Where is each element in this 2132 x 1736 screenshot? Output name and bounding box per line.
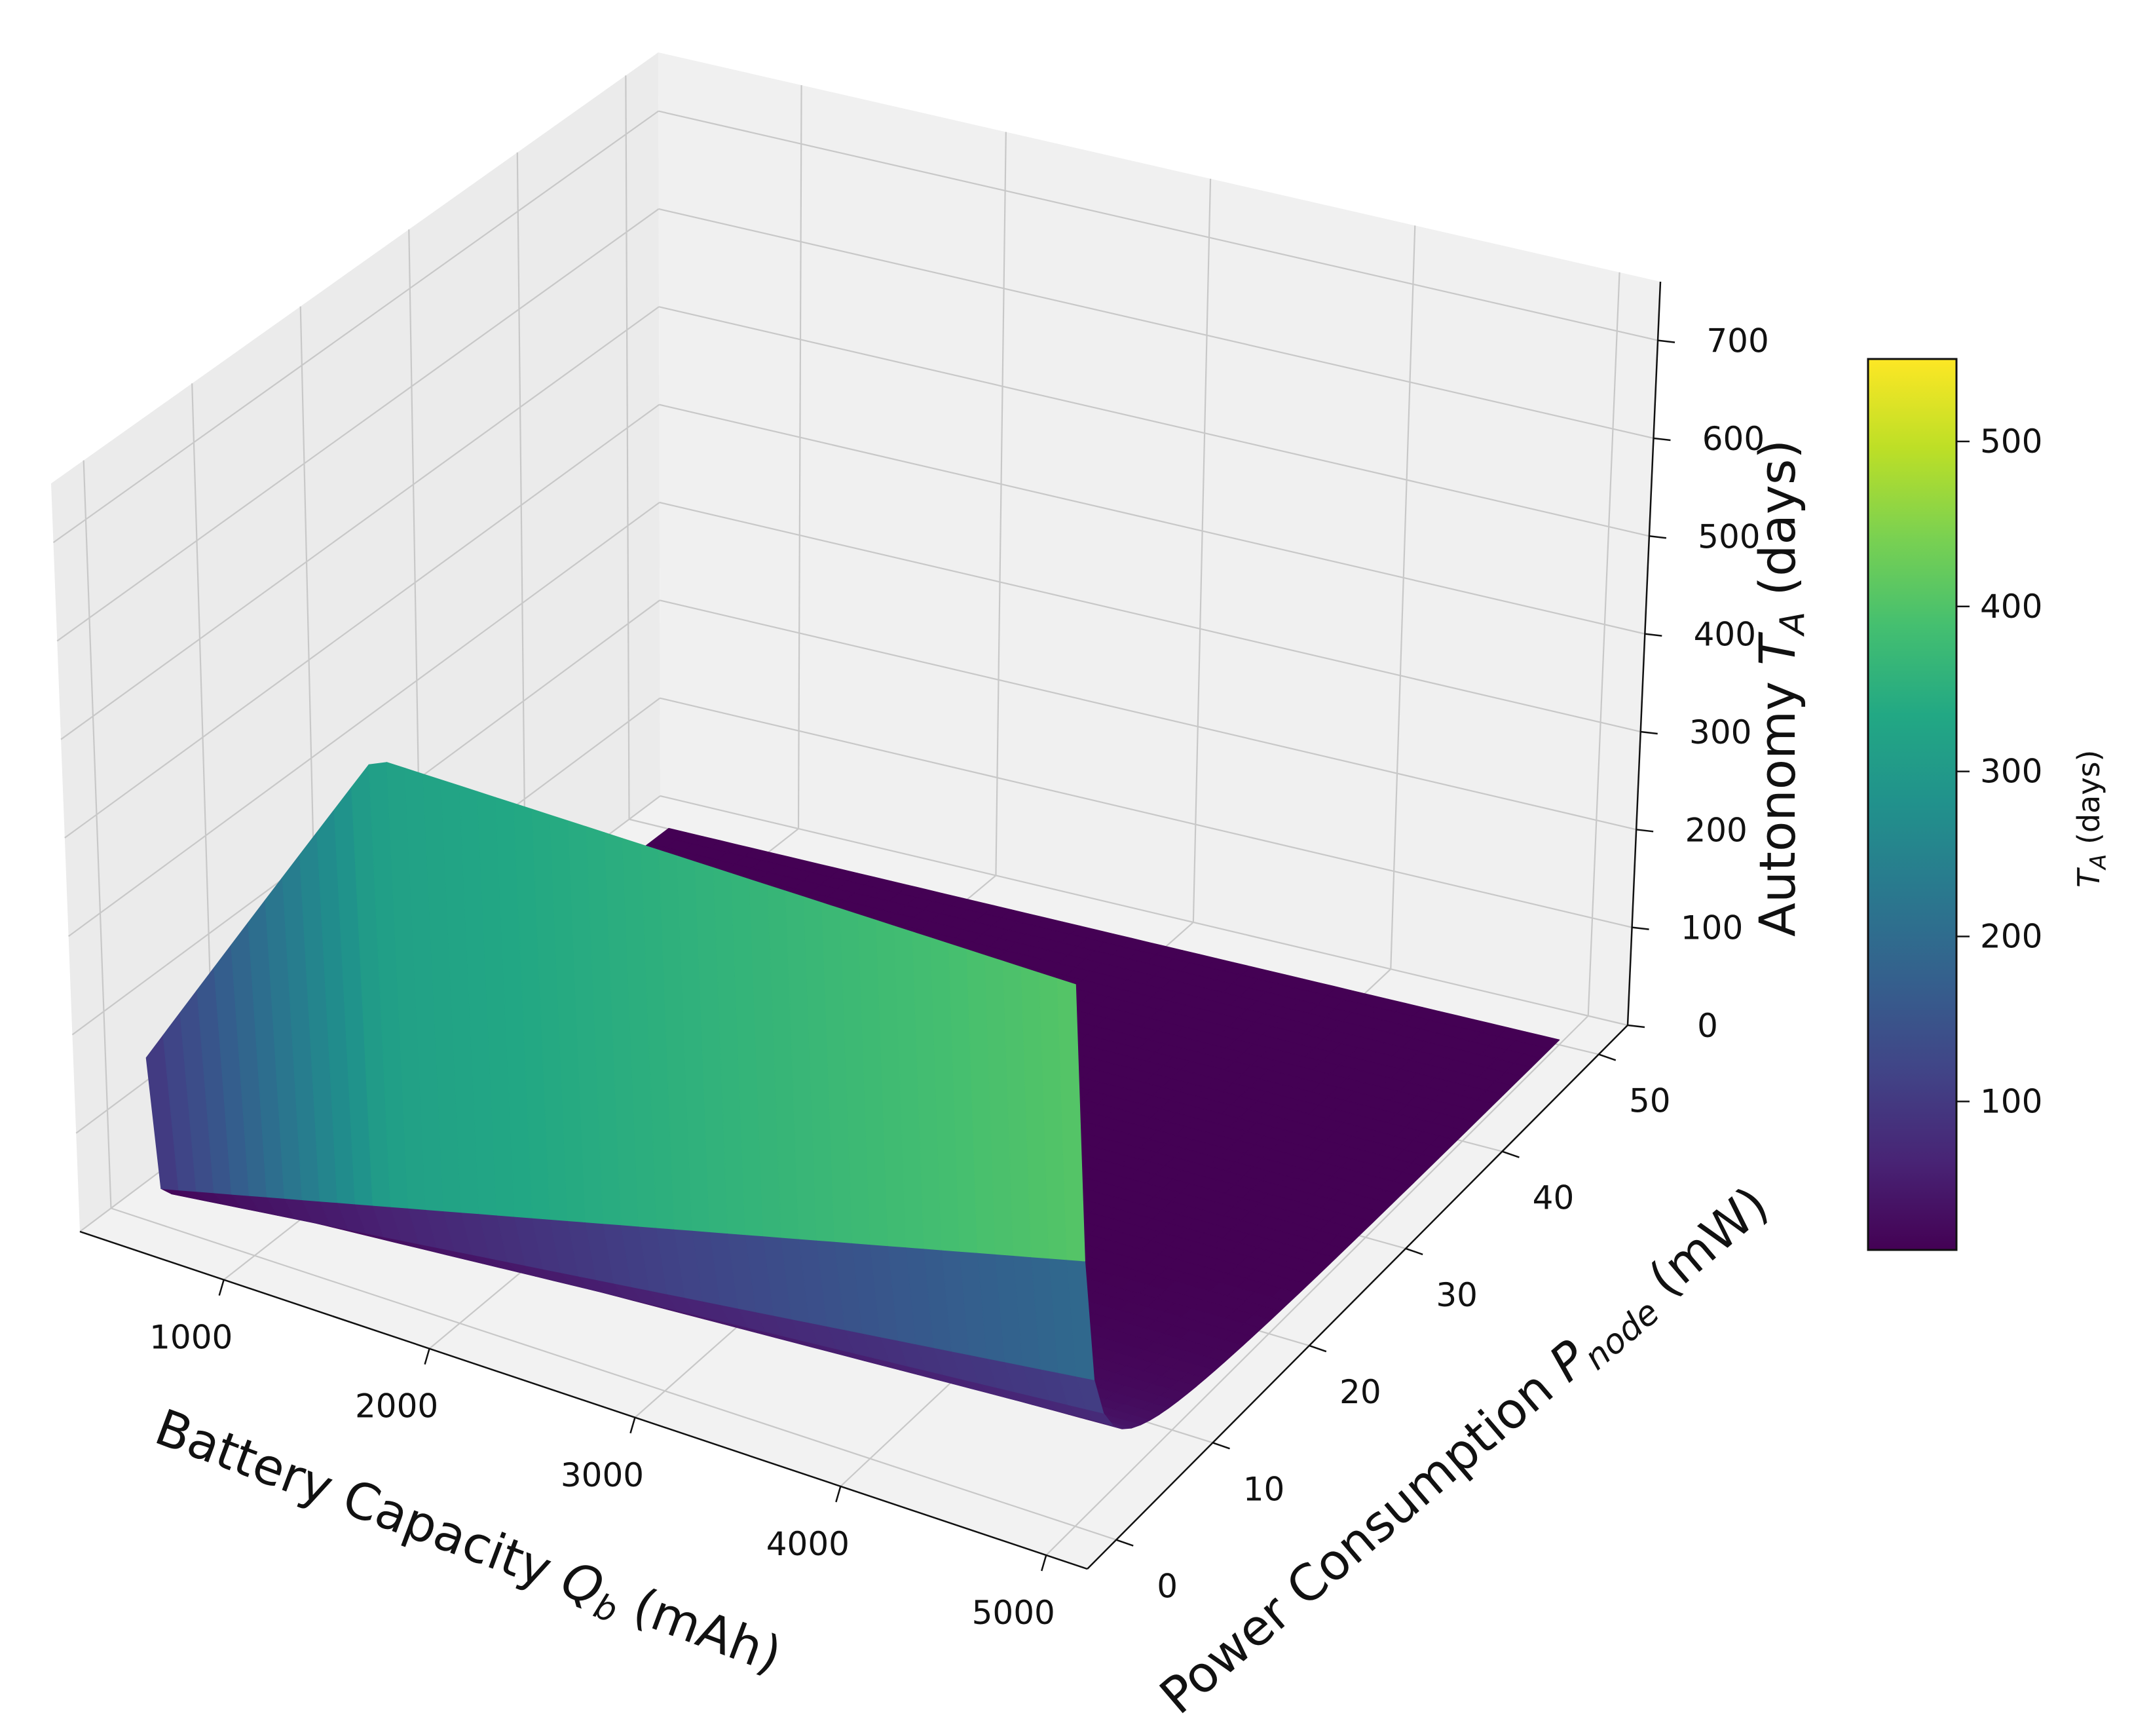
surface-patch-2703 — [1057, 978, 1085, 1262]
colorbar-tick-label-1: 200 — [1980, 917, 2042, 955]
surface-plot — [145, 762, 1560, 1429]
left-gridline-y-5 — [625, 75, 630, 820]
left-gridline-z-6 — [56, 208, 660, 642]
colorbar-tick-label-0: 100 — [1980, 1082, 2042, 1120]
floor-gridline-x-4 — [1045, 1015, 1589, 1556]
y-tick-mark-4 — [1502, 1150, 1520, 1158]
x-tick-mark-4 — [1041, 1555, 1047, 1572]
x-tick-label-4: 5000 — [972, 1594, 1055, 1632]
y-tick-label-1: 10 — [1243, 1470, 1285, 1508]
z-tick-mark-6 — [1653, 437, 1671, 442]
z-tick-label-6: 600 — [1702, 420, 1765, 458]
left-gridline-z-7 — [52, 110, 659, 544]
left-gridline-z-4 — [64, 404, 660, 839]
z-tick-label-7: 700 — [1706, 322, 1768, 360]
y-tick-mark-5 — [1598, 1053, 1617, 1061]
z-tick-mark-0 — [1627, 1024, 1645, 1028]
back-gridline-x-0 — [797, 85, 802, 829]
y-axis-label-unit: (mW) — [1626, 1175, 1780, 1318]
z-tick-label-0: 0 — [1697, 1007, 1718, 1045]
z-tick-mark-1 — [1632, 926, 1649, 930]
tick-labels: 1000200030004000500001020304050010020030… — [149, 322, 1769, 1632]
z-axis-label-sub: A — [1773, 612, 1812, 637]
z-tick-mark-5 — [1649, 535, 1667, 539]
back-gridline-z-4 — [659, 404, 1645, 635]
z-axis-label-main: Autonomy — [1748, 666, 1806, 937]
back-gridline-x-4 — [1587, 272, 1620, 1016]
x-tick-mark-3 — [835, 1486, 842, 1503]
colorbar-label-symbol: T — [2071, 867, 2106, 888]
axis-lines — [79, 281, 1662, 1570]
z-tick-label-1: 100 — [1681, 909, 1743, 947]
colorbar-tick-label-4: 500 — [1980, 423, 2042, 461]
back-gridline-z-5 — [658, 306, 1650, 537]
x-tick-mark-0 — [218, 1279, 225, 1296]
left-gridline-y-4 — [516, 152, 527, 897]
z-axis-line — [1626, 281, 1662, 1026]
colorbar-gradient — [1867, 358, 1958, 1251]
z-tick-mark-4 — [1645, 633, 1662, 637]
back-wall-pane — [658, 52, 1660, 1025]
back-gridline-x-1 — [995, 132, 1007, 876]
y-tick-mark-1 — [1212, 1442, 1230, 1450]
x-axis-label-main: Battery Capacity — [148, 1397, 574, 1604]
y-tick-label-3: 30 — [1436, 1276, 1478, 1314]
y-tick-mark-0 — [1115, 1539, 1134, 1547]
back-gridline-z-1 — [660, 697, 1632, 928]
x-axis-line — [79, 1230, 1088, 1570]
colorbar-tick-label-2: 300 — [1980, 753, 2042, 791]
back-gridline-z-6 — [658, 208, 1654, 440]
z-tick-label-2: 200 — [1685, 811, 1747, 849]
colorbar-label-sub: A — [2085, 854, 2112, 871]
y-tick-label-0: 0 — [1157, 1568, 1178, 1606]
back-gridline-z-2 — [659, 599, 1637, 831]
left-wall-pane — [51, 52, 660, 1232]
back-gridline-x-3 — [1390, 225, 1416, 970]
x-tick-mark-2 — [629, 1417, 636, 1434]
x-tick-mark-1 — [424, 1348, 430, 1365]
colorbar-tick-label-3: 400 — [1980, 588, 2042, 626]
z-axis-label-symbol: T — [1748, 632, 1806, 666]
x-tick-label-2: 3000 — [561, 1456, 644, 1494]
colorbar-label: TA (days) — [2071, 750, 2112, 888]
colorbar-label-unit: (days) — [2071, 750, 2106, 854]
y-tick-mark-3 — [1405, 1247, 1423, 1256]
back-gridline-z-0 — [660, 795, 1628, 1027]
x-tick-label-1: 2000 — [355, 1387, 438, 1425]
z-axis-label-unit: (days) — [1748, 440, 1806, 612]
x-tick-label-0: 1000 — [149, 1319, 233, 1357]
y-tick-mark-2 — [1309, 1344, 1327, 1353]
z-tick-mark-3 — [1640, 730, 1658, 735]
y-tick-label-4: 40 — [1533, 1179, 1575, 1217]
back-gridline-x-2 — [1192, 178, 1212, 922]
z-tick-label-5: 500 — [1698, 518, 1760, 556]
z-axis-label: Autonomy TA (days) — [1748, 440, 1812, 937]
y-tick-label-5: 50 — [1629, 1082, 1671, 1120]
left-gridline-y-0 — [83, 460, 112, 1209]
z-tick-mark-2 — [1636, 829, 1654, 833]
y-tick-label-2: 20 — [1339, 1373, 1381, 1411]
x-tick-label-3: 4000 — [766, 1525, 850, 1563]
left-gridline-z-5 — [60, 306, 660, 740]
colorbar: 100 200 300 400 500 TA (days) — [1867, 358, 2112, 1251]
z-tick-label-4: 400 — [1694, 616, 1756, 654]
floor-gridline-y-0 — [111, 1207, 1117, 1541]
back-gridline-z-7 — [658, 110, 1658, 341]
colorbar-ticks: 100 200 300 400 500 — [1956, 423, 2042, 1120]
back-gridline-z-3 — [659, 501, 1641, 733]
y-axis-line — [1087, 1025, 1628, 1570]
x-axis-label-unit: (mAh) — [610, 1571, 789, 1685]
z-tick-mark-7 — [1657, 339, 1675, 343]
left-gridline-z-3 — [67, 502, 660, 937]
x-axis-label: Battery Capacity Qb (mAh) — [146, 1397, 789, 1689]
z-tick-label-3: 300 — [1689, 713, 1751, 751]
